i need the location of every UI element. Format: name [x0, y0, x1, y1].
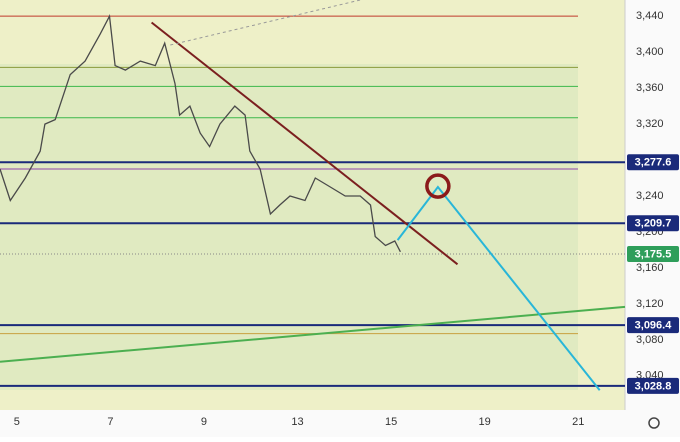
x-tick-label: 21: [572, 416, 584, 428]
price-tag: [627, 154, 679, 171]
price-tag-label: 3,175.5: [635, 248, 672, 260]
zone: [0, 64, 578, 390]
price-tag-label: 3,277.6: [635, 157, 672, 169]
x-tick-label: 15: [385, 416, 397, 428]
time-axis: [0, 410, 625, 437]
price-tag: [627, 317, 679, 334]
price-tag-label: 3,209.7: [635, 218, 672, 230]
price-tag: [627, 246, 679, 263]
y-tick-label: 3,400: [636, 46, 664, 58]
y-tick-label: 3,120: [636, 298, 664, 310]
x-tick-label: 5: [14, 416, 20, 428]
y-tick-label: 3,320: [636, 118, 664, 130]
price-tag: [627, 377, 679, 394]
target-marker: [425, 173, 451, 199]
price-tag: [627, 215, 679, 232]
y-tick-label: 3,360: [636, 82, 664, 94]
price-tag-label: 3,096.4: [635, 320, 673, 332]
x-tick-label: 7: [107, 416, 113, 428]
x-tick-label: 13: [291, 416, 303, 428]
settings-icon[interactable]: [648, 417, 660, 429]
price-line: [0, 14, 401, 253]
y-tick-label: 3,160: [636, 262, 664, 274]
y-tick-label: 3,080: [636, 334, 664, 346]
x-tick-label: 19: [479, 416, 491, 428]
trend-line: [170, 0, 361, 46]
y-tick-label: 3,240: [636, 190, 664, 202]
x-tick-label: 9: [201, 416, 207, 428]
trend-line: [396, 185, 601, 391]
trend-line: [150, 21, 459, 266]
y-tick-label: 3,440: [636, 10, 664, 22]
trend-line: [0, 305, 626, 363]
price-tag-label: 3,028.8: [635, 380, 672, 392]
